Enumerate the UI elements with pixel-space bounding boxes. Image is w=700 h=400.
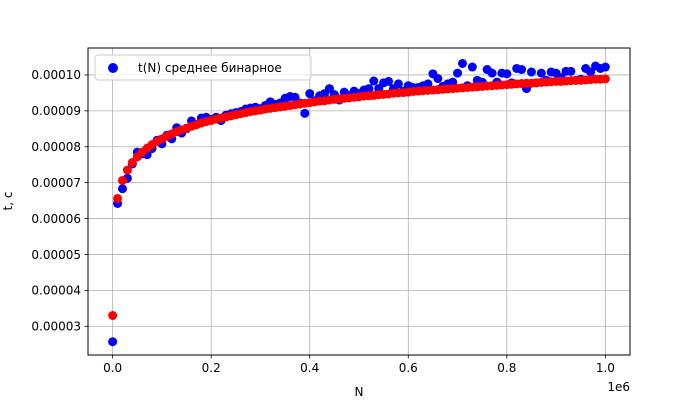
data-point (433, 74, 443, 84)
x-tick-label: 0.8 (497, 361, 516, 375)
data-point (457, 58, 467, 68)
x-tick-label: 0.2 (202, 361, 221, 375)
y-tick-label: 0.00005 (31, 248, 81, 262)
x-axis-label: N (355, 385, 364, 399)
data-point (384, 76, 394, 86)
y-tick-label: 0.00006 (31, 212, 81, 226)
axis-ticks: 0.0 0.2 0.4 0.6 0.8 1.0 0.00003 0.00004 0.00005 0… (31, 68, 615, 375)
plot-area-frame (87, 47, 631, 356)
data-point (113, 193, 123, 203)
data-point (586, 67, 596, 77)
legend: t(N) среднее бинарное (94, 54, 312, 81)
y-tick-label: 0.00010 (31, 68, 81, 82)
data-points (108, 58, 610, 347)
y-tick-label: 0.00007 (31, 176, 81, 190)
data-point (526, 67, 536, 77)
x-tick-label: 0.6 (399, 361, 418, 375)
data-point (393, 79, 403, 89)
legend-box (94, 54, 312, 81)
y-tick-label: 0.00008 (31, 140, 81, 154)
x-tick-label: 0.0 (103, 361, 122, 375)
legend-marker (108, 63, 118, 73)
data-point (122, 165, 132, 175)
data-point (487, 68, 497, 78)
data-point (423, 79, 433, 89)
data-point (369, 76, 379, 86)
data-point (517, 65, 527, 75)
data-point (467, 62, 477, 72)
data-point (117, 184, 127, 194)
data-point (364, 84, 374, 94)
data-point (536, 68, 546, 78)
y-axis-label: t, c (1, 192, 15, 211)
data-point (117, 175, 127, 185)
x-tick-label: 0.4 (300, 361, 319, 375)
data-point (305, 89, 315, 99)
x-tick-label: 1.0 (596, 361, 615, 375)
data-point (600, 62, 610, 72)
series-1 (108, 74, 610, 320)
y-tick-label: 0.00003 (31, 320, 81, 334)
y-tick-label: 0.00009 (31, 104, 81, 118)
data-point (453, 68, 463, 78)
data-point (448, 77, 458, 87)
data-point (300, 108, 310, 118)
data-point (502, 69, 512, 79)
y-tick-label: 0.00004 (31, 284, 81, 298)
data-point (600, 74, 610, 84)
data-point (324, 84, 334, 94)
legend-label: t(N) среднее бинарное (138, 61, 282, 75)
data-point (108, 311, 118, 320)
x-axis-offset-label: 1e6 (607, 380, 630, 394)
data-point (108, 337, 118, 347)
data-point (566, 66, 576, 76)
